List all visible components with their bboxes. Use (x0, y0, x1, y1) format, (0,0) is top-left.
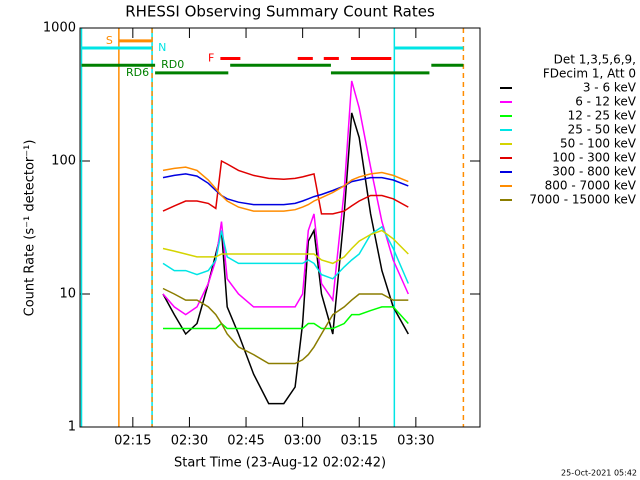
legend-label: 3 - 6 keV (583, 81, 637, 95)
y-tick-label: 1 (68, 420, 76, 435)
flag-label: RD6 (126, 66, 149, 79)
series-line (163, 306, 409, 330)
legend-label: 25 - 50 keV (568, 123, 637, 137)
series-line (162, 173, 409, 206)
series-line (162, 287, 409, 365)
legend-label: 800 - 7000 keV (545, 179, 637, 193)
chart-title: RHESSI Observing Summary Count Rates (125, 3, 435, 21)
x-axis-label: Start Time (23-Aug-12 02:02:42) (174, 456, 386, 471)
y-tick-label: 1000 (43, 21, 76, 36)
x-tick-label: 02:30 (171, 434, 208, 449)
series-line (162, 225, 409, 284)
legend-label: 7000 - 15000 keV (529, 193, 636, 207)
y-tick-label: 10 (59, 287, 76, 302)
legend-label: 6 - 12 keV (575, 95, 637, 109)
plot-frame (79, 27, 481, 428)
x-tick-label: 03:00 (284, 434, 321, 449)
y-axis-label: Count Rate (s⁻¹ detector⁻¹) (23, 140, 38, 317)
y-tick-label: 100 (51, 154, 76, 169)
flag-label: S (106, 34, 113, 47)
series-line (162, 229, 409, 265)
legend-label: 300 - 800 keV (552, 165, 636, 179)
legend-label: 50 - 100 keV (560, 137, 637, 151)
footer: 25-Oct-2021 05:42 (561, 469, 637, 478)
series-line (162, 80, 409, 316)
legend-label: 12 - 25 keV (568, 109, 637, 123)
flag-label: F (208, 51, 214, 64)
x-tick-label: 02:15 (114, 434, 151, 449)
x-tick-label: 02:45 (227, 434, 264, 449)
legend-header: Det 1,3,5,6,9, (554, 53, 636, 67)
flag-label: N (158, 41, 166, 54)
legend-label: 100 - 300 keV (552, 151, 636, 165)
series-line (162, 159, 409, 215)
legend-header: FDecim 1, Att 0 (543, 67, 636, 81)
flag-label: RD0 (161, 58, 184, 71)
x-tick-label: 03:15 (341, 434, 378, 449)
x-tick-label: 03:30 (397, 434, 434, 449)
series-line (162, 166, 409, 212)
